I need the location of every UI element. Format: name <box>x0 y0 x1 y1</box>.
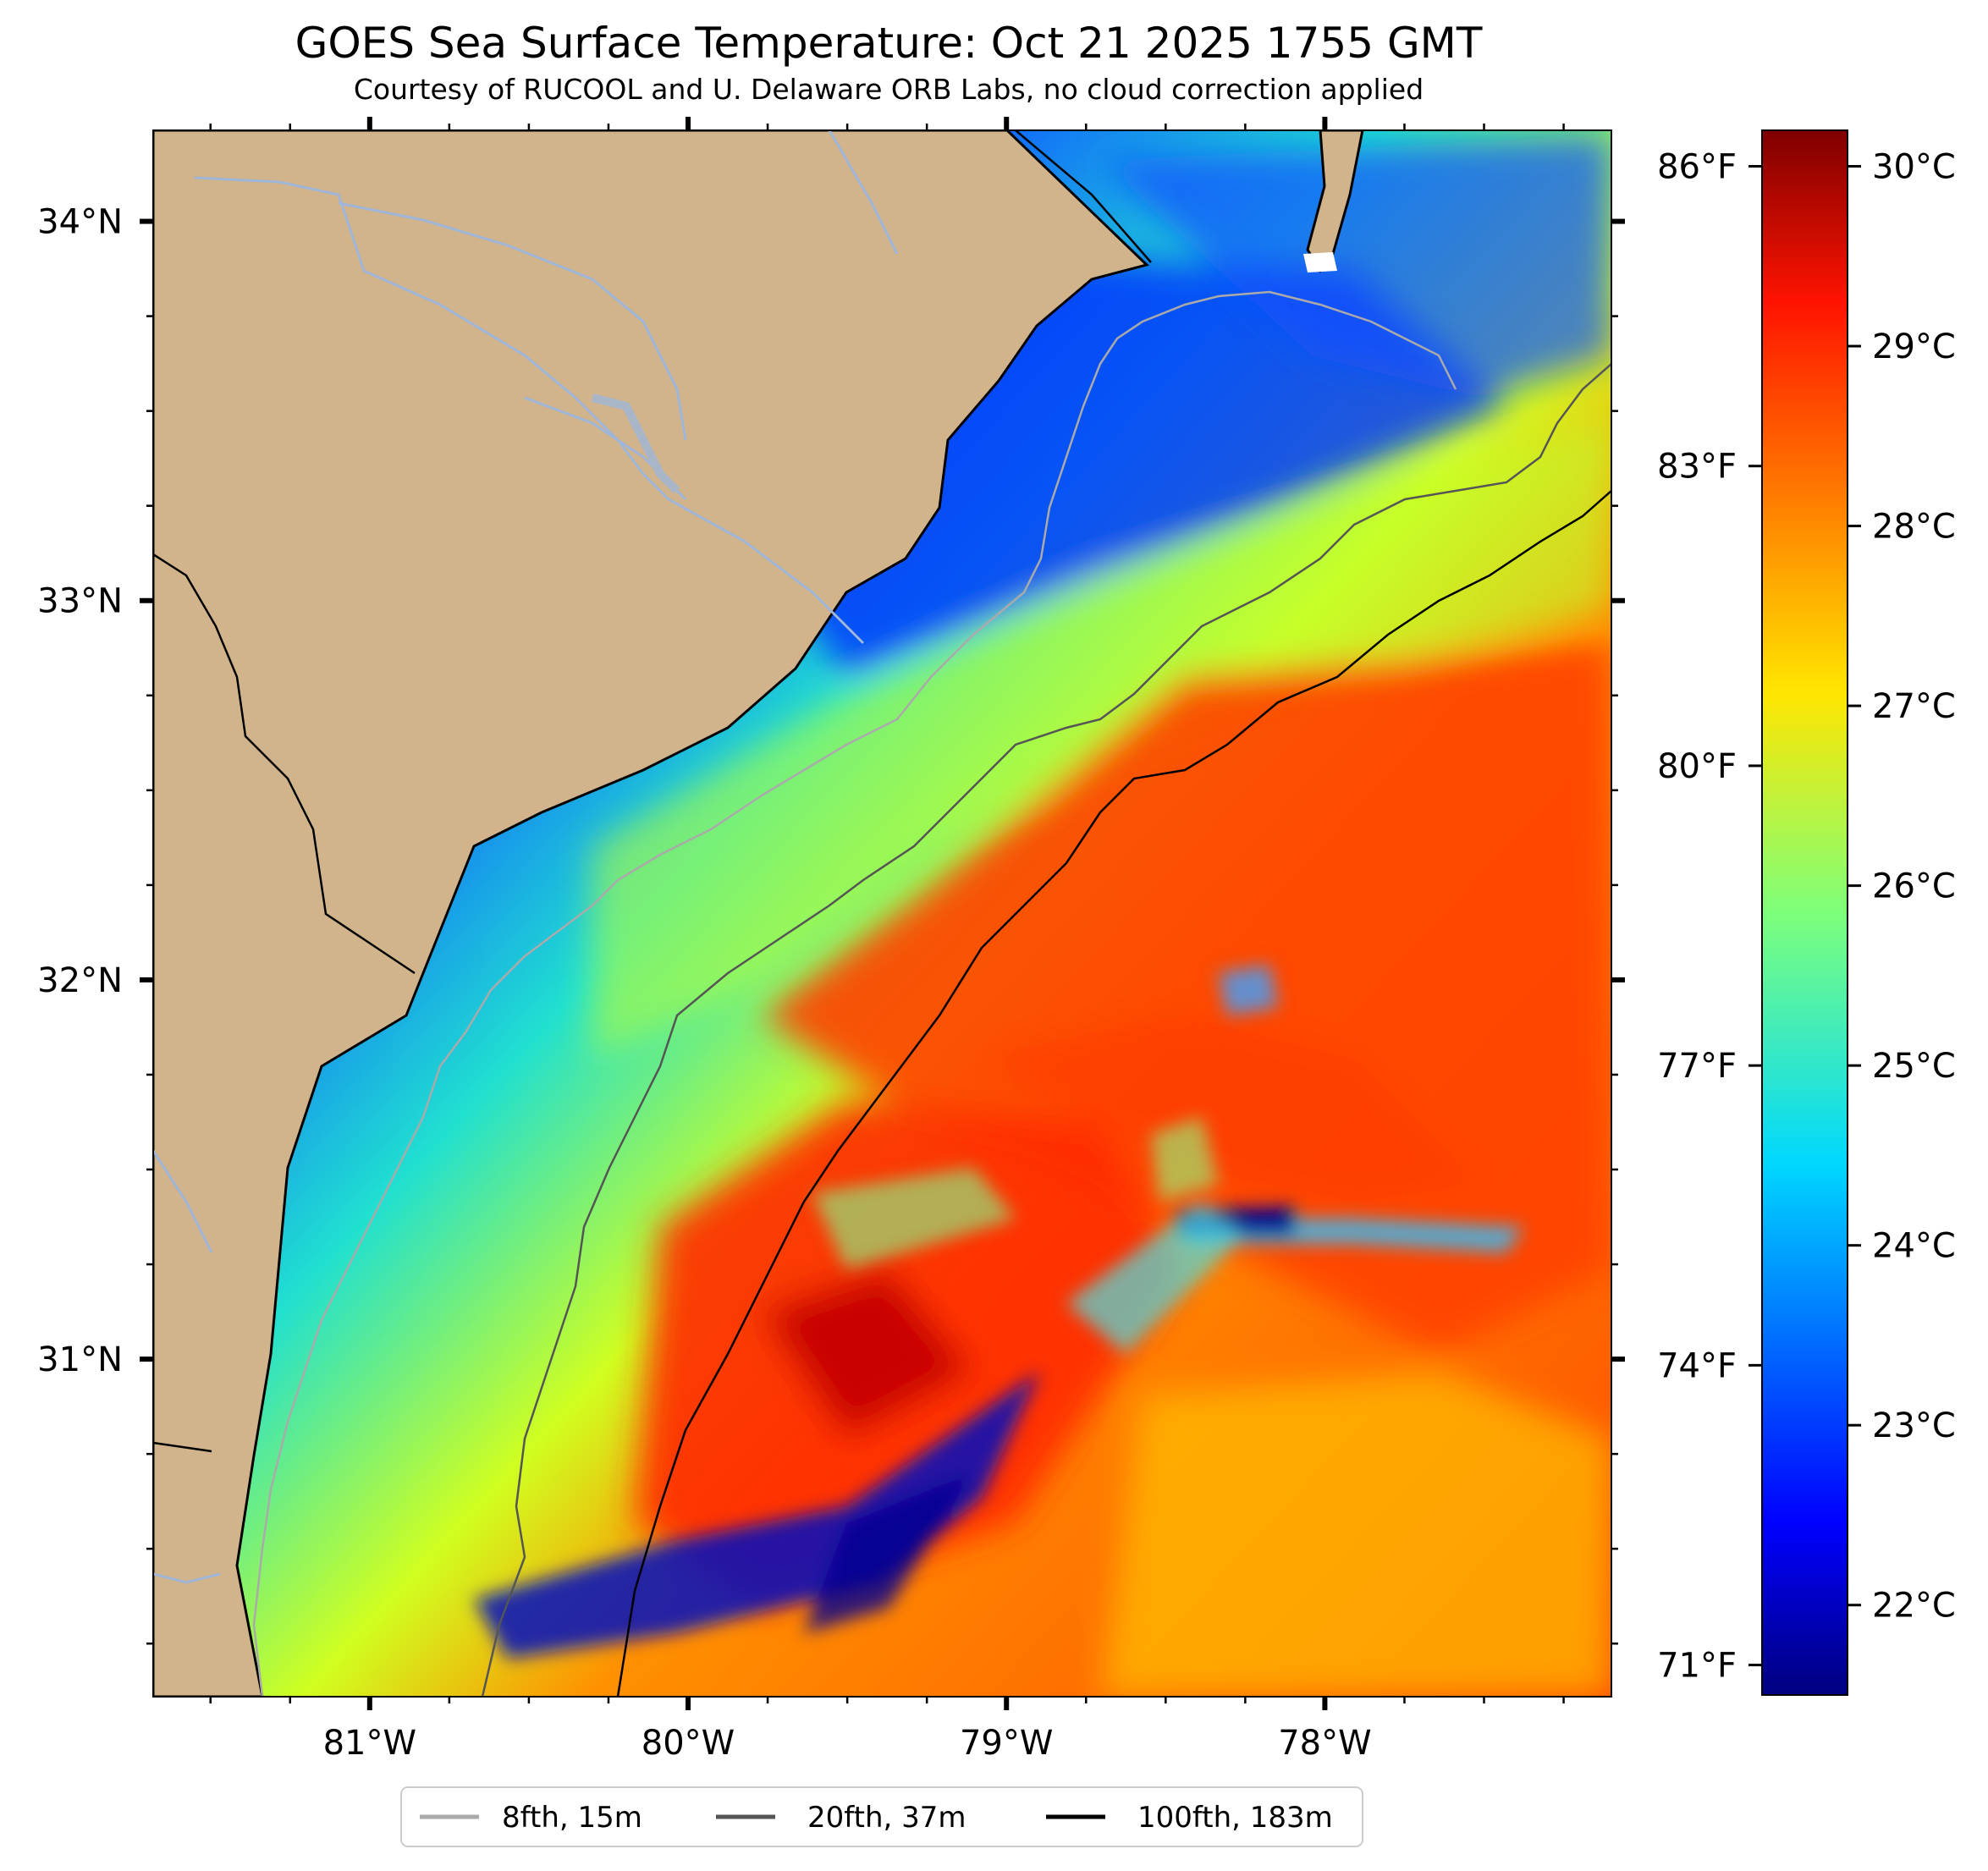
colorbar-label: 28°C <box>1872 508 1956 547</box>
colorbar-label: 25°C <box>1872 1047 1956 1086</box>
contour-100fth <box>616 490 1611 1697</box>
reservoir <box>591 393 680 494</box>
lon-label: 79°W <box>960 1724 1053 1763</box>
lon-label: 78°W <box>1278 1724 1371 1763</box>
lat-label: 32°N <box>37 961 123 1000</box>
map-subtitle: Courtesy of RUCOOL and U. Delaware ORB L… <box>353 73 1424 106</box>
colorbar-label: 30°C <box>1872 148 1956 187</box>
nearshore-no-data <box>1303 252 1337 272</box>
rivers <box>153 130 899 1584</box>
legend-label-8fth: 8fth, 15m <box>502 1801 642 1835</box>
colorbar-label: 23°C <box>1872 1406 1956 1445</box>
lon-label: 80°W <box>642 1724 735 1763</box>
legend-box <box>400 1786 1363 1847</box>
contour-8fth <box>252 290 1457 1697</box>
temperature-features <box>592 135 1611 1697</box>
cool-filaments <box>474 965 1523 1659</box>
contour-20fth <box>481 363 1611 1697</box>
fahrenheit-label: 71°F <box>1657 1647 1737 1686</box>
fahrenheit-axis: 86°F 83°F 80°F 77°F 74°F 71°F <box>1657 148 1762 1686</box>
lat-label: 34°N <box>37 203 123 242</box>
colorbar-label: 26°C <box>1872 867 1956 906</box>
colorbar: 30°C 29°C 28°C 27°C 26°C 25°C 24°C 23°C 22°C <box>1761 129 1956 1696</box>
map-frame <box>152 129 1612 1698</box>
lat-label: 31°N <box>37 1340 123 1379</box>
land-mass <box>153 130 1149 1697</box>
colorbar-label: 22°C <box>1872 1587 1956 1626</box>
colorbar-label: 27°C <box>1872 687 1956 726</box>
legend-label-20fth: 20fth, 37m <box>807 1801 966 1835</box>
political-boundaries <box>153 130 1152 1453</box>
sst-field <box>153 130 1611 1697</box>
colorbar-label: 29°C <box>1872 327 1956 366</box>
fahrenheit-label: 80°F <box>1657 747 1737 786</box>
lon-label: 81°W <box>323 1724 416 1763</box>
colorbar-gradient <box>1761 129 1848 1696</box>
legend: 8fth, 15m 20fth, 37m 100fth, 183m <box>400 1786 1363 1847</box>
longitude-axis: 81°W 80°W 79°W 78°W <box>209 117 1565 1763</box>
fahrenheit-label: 74°F <box>1657 1346 1737 1385</box>
fahrenheit-label: 83°F <box>1657 448 1737 487</box>
legend-label-100fth: 100fth, 183m <box>1137 1801 1333 1835</box>
colorbar-label: 24°C <box>1872 1227 1956 1266</box>
latitude-axis: 34°N 33°N 32°N 31°N <box>37 203 1625 1645</box>
bathymetry-contours <box>252 290 1611 1697</box>
fahrenheit-label: 86°F <box>1657 148 1737 187</box>
lat-label: 33°N <box>37 582 123 621</box>
map-title: GOES Sea Surface Temperature: Oct 21 202… <box>295 19 1483 68</box>
fahrenheit-label: 77°F <box>1657 1047 1737 1086</box>
